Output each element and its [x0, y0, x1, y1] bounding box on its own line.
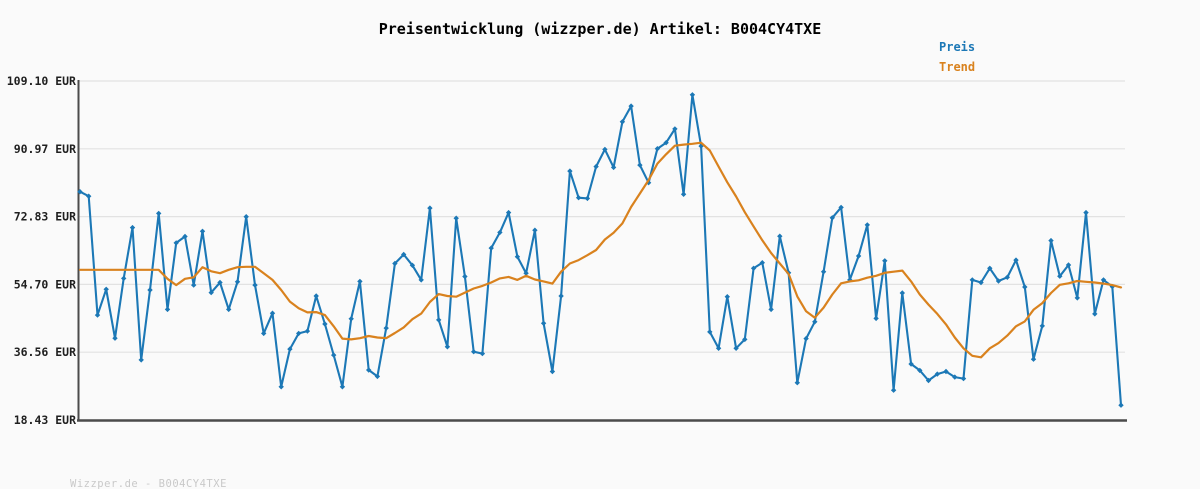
trend-series-line	[78, 141, 1123, 359]
price-point-markers	[77, 92, 1124, 408]
footer-strip	[0, 489, 1200, 500]
y-axis-tick-label: 18.43 EUR	[14, 413, 76, 427]
footer-watermark: Wizzper.de - B004CY4TXE	[70, 478, 227, 490]
y-axis-tick-label: 54.70 EUR	[14, 277, 76, 291]
y-axis-tick-label: 36.56 EUR	[14, 345, 76, 359]
y-axis-tick-label: 90.97 EUR	[14, 142, 76, 156]
y-axis-tick-label: 109.10 EUR	[7, 74, 76, 88]
legend-item-preis: Preis	[939, 40, 976, 54]
price-series-line	[78, 93, 1123, 407]
legend: Preis Trend	[939, 37, 975, 77]
legend-item-trend: Trend	[939, 60, 976, 74]
y-axis-tick-label: 72.83 EUR	[14, 210, 76, 224]
chart-title: Preisentwicklung (wizzper.de) Artikel: B…	[378, 20, 822, 38]
